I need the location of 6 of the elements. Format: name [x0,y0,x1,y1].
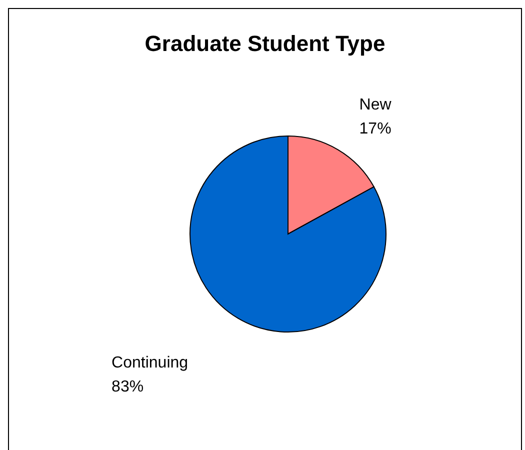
data-label: 17% [359,120,392,138]
slice-label: Continuing [112,354,188,372]
pie-slice [190,136,386,332]
chart-title: Graduate Student Type [144,31,386,57]
slice-label: New [359,96,392,114]
data-label: 83% [112,378,144,396]
